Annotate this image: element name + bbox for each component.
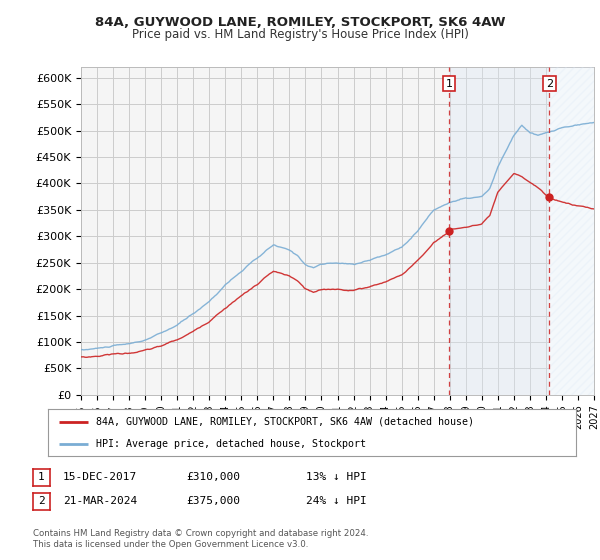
Text: 13% ↓ HPI: 13% ↓ HPI [306,472,367,482]
Text: 84A, GUYWOOD LANE, ROMILEY, STOCKPORT, SK6 4AW: 84A, GUYWOOD LANE, ROMILEY, STOCKPORT, S… [95,16,505,29]
Text: Contains HM Land Registry data © Crown copyright and database right 2024.
This d: Contains HM Land Registry data © Crown c… [33,529,368,549]
Text: HPI: Average price, detached house, Stockport: HPI: Average price, detached house, Stoc… [95,438,365,449]
Text: 21-MAR-2024: 21-MAR-2024 [63,496,137,506]
Text: 24% ↓ HPI: 24% ↓ HPI [306,496,367,506]
Text: £310,000: £310,000 [186,472,240,482]
Text: 2: 2 [546,78,553,88]
Text: 2: 2 [38,496,45,506]
Bar [550,67,594,395]
Text: 15-DEC-2017: 15-DEC-2017 [63,472,137,482]
Text: 1: 1 [38,472,45,482]
Text: 1: 1 [446,78,452,88]
Text: Price paid vs. HM Land Registry's House Price Index (HPI): Price paid vs. HM Land Registry's House … [131,28,469,41]
Text: 84A, GUYWOOD LANE, ROMILEY, STOCKPORT, SK6 4AW (detached house): 84A, GUYWOOD LANE, ROMILEY, STOCKPORT, S… [95,417,473,427]
Bar [550,67,594,395]
Text: £375,000: £375,000 [186,496,240,506]
Bar [449,67,550,395]
